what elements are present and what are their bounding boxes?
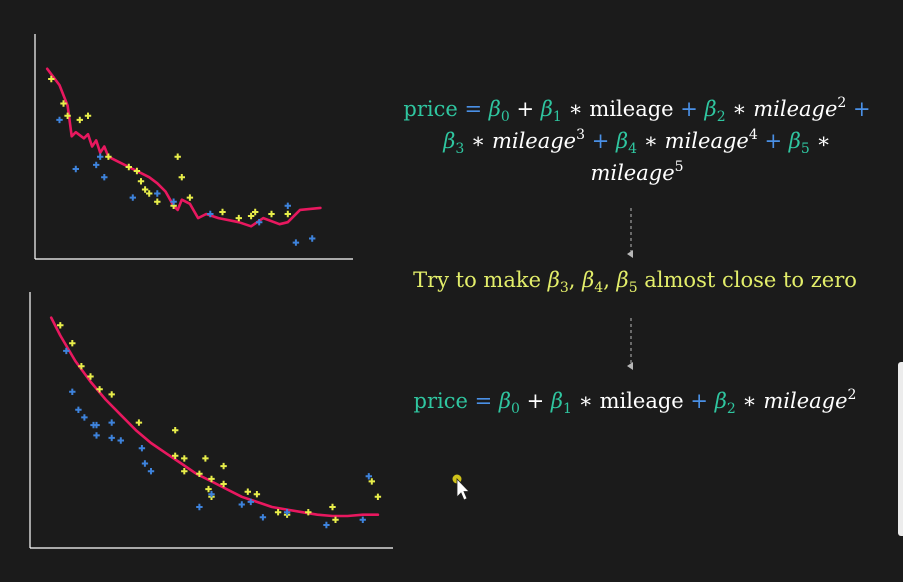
overfit-test-point — [72, 165, 79, 173]
regularized-test-point — [365, 473, 372, 480]
regularized-test-point — [323, 521, 330, 529]
regularized-test-point — [108, 419, 115, 426]
regularized-train-point — [78, 363, 85, 370]
overfit-train-point — [76, 116, 83, 124]
regularized-train-point — [368, 478, 375, 485]
equation-line-3: mileage5 — [590, 159, 684, 185]
regularized-train-point — [57, 322, 64, 329]
regularized-test-point — [238, 501, 245, 508]
overfit-test-point — [284, 202, 291, 209]
regularized-test-point — [138, 445, 146, 452]
regularized-train-point — [220, 462, 227, 470]
overfit-train-point — [133, 167, 141, 175]
overfit-train-point — [141, 186, 149, 193]
regularized-train-point — [305, 509, 312, 516]
regularized-train-point — [135, 419, 143, 426]
quadratic-equation: price = β0 + β1 ∗ mileage + β2 ∗ mileage… — [413, 387, 857, 417]
regularized-train-point — [374, 493, 382, 500]
regularized-train-point — [220, 480, 227, 488]
overfit-train-point — [146, 190, 153, 197]
overfit-train-point — [186, 194, 194, 201]
regularized-train-point — [274, 509, 282, 516]
regularized-train-point — [69, 340, 76, 347]
mouse-pointer-icon — [452, 474, 470, 501]
overfit-train-point — [64, 112, 71, 119]
overfit-train-point — [48, 75, 55, 83]
regularized-train-point — [96, 386, 103, 393]
overfit-train-point — [252, 208, 259, 216]
regularized-test-point — [208, 491, 215, 498]
overfit-train-point — [247, 212, 255, 220]
regularized-train-point — [172, 452, 179, 459]
price-term: price — [403, 97, 458, 121]
regularized-train-point — [244, 488, 251, 495]
overfit-test-point — [154, 190, 161, 197]
regularized-test-point — [63, 347, 70, 355]
regularized-test-point — [117, 437, 124, 444]
regularized-test-point — [75, 406, 82, 413]
overfit-test-point — [129, 194, 136, 201]
overfit-test-point — [256, 219, 263, 226]
regularized-test-point — [93, 432, 100, 439]
overfit-train-point — [60, 100, 67, 107]
overfit-train-point — [105, 153, 112, 160]
overfit-test-point — [97, 153, 104, 160]
equation-line-2: β3 ∗ mileage3 + β4 ∗ mileage4 + β5 ∗ — [443, 127, 831, 157]
mileage-term: mileage — [589, 97, 674, 121]
overfit-train-point — [235, 214, 242, 222]
overfit-test-point — [56, 116, 63, 124]
regularized-chart — [29, 292, 393, 549]
overfit-test-point — [170, 198, 177, 205]
overfit-train-point — [174, 153, 181, 160]
overfit-test-point — [292, 239, 300, 246]
regularized-test-point — [108, 434, 115, 442]
regularized-train-point — [87, 373, 94, 380]
regularized-test-point — [93, 421, 100, 429]
overfit-chart — [34, 34, 353, 260]
regularized-train-point — [332, 516, 339, 523]
regularized-test-point — [69, 388, 76, 395]
mileage-term: mileage — [599, 389, 684, 413]
regularized-train-point — [208, 475, 215, 483]
regularized-test-point — [259, 514, 267, 521]
overfit-train-point — [219, 208, 226, 216]
regularized-train-point — [253, 491, 261, 498]
overfit-train-point — [178, 174, 185, 181]
polynomial-equation: price = β0 + β1 ∗ mileage + β2 ∗ mileage… — [382, 93, 892, 189]
regularized-test-point — [147, 468, 155, 475]
overfit-train-point — [284, 210, 291, 218]
regularized-test-point — [141, 460, 149, 467]
overfit-train-point — [154, 198, 161, 205]
regularized-train-point — [172, 427, 179, 434]
regularized-fit-curve — [49, 316, 380, 518]
regularization-note: Try to make β3, β4, β5 almost close to z… — [413, 268, 857, 296]
overfit-test-point — [309, 235, 316, 242]
regularized-train-point — [329, 503, 336, 511]
regularized-train-point — [181, 455, 188, 462]
regularized-train-point — [196, 470, 203, 477]
regularized-test-point — [196, 503, 203, 511]
regularized-test-point — [81, 414, 88, 421]
regularized-test-point — [247, 498, 254, 506]
right-edge-panel — [898, 362, 903, 536]
overfit-test-point — [101, 174, 108, 181]
overfit-test-point — [93, 161, 100, 169]
price-term: price — [413, 389, 468, 413]
overfit-train-point — [84, 112, 92, 119]
overfit-fit-curve — [45, 67, 322, 228]
regularized-test-point — [359, 516, 366, 523]
overfit-train-point — [125, 163, 132, 171]
overfit-test-point — [207, 210, 214, 218]
regularized-train-point — [205, 485, 212, 493]
regularized-test-point — [283, 509, 291, 516]
regularized-train-point — [108, 391, 115, 398]
regularized-train-point — [181, 468, 188, 475]
equation-line-1: price = β0 + β1 ∗ mileage + β2 ∗ mileage… — [403, 95, 871, 125]
overfit-train-point — [137, 178, 145, 185]
overfit-train-point — [268, 210, 275, 218]
regularized-train-point — [202, 455, 209, 462]
